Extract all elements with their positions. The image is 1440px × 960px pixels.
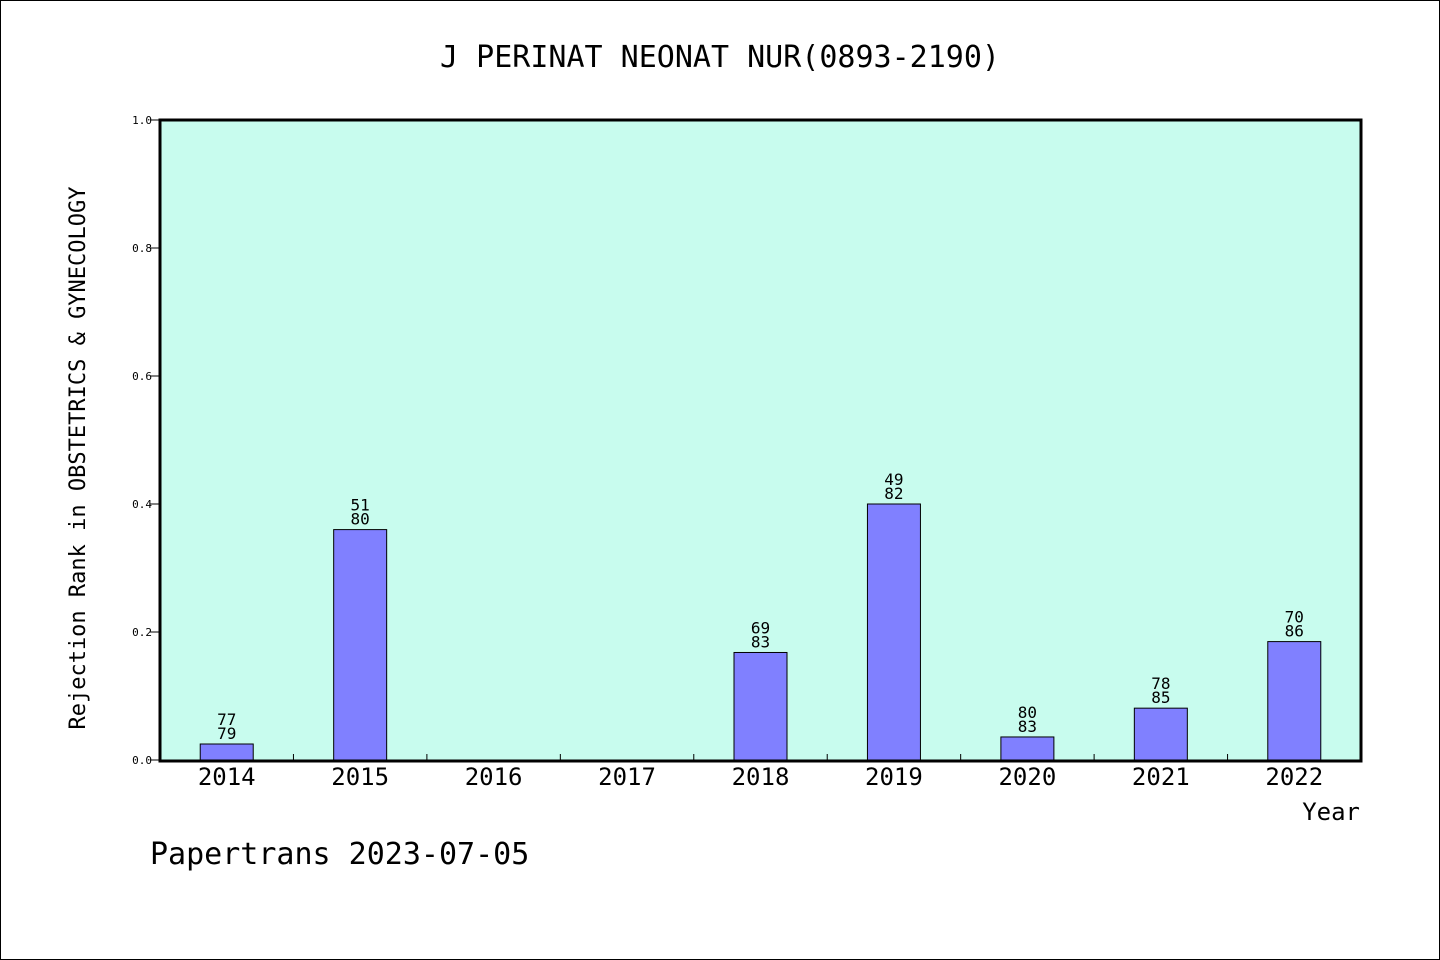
- bar-label-bottom: 79: [217, 724, 236, 743]
- bar-label-bottom: 85: [1151, 688, 1170, 707]
- bar: [1267, 641, 1322, 761]
- y-tick-label: 1.0: [132, 114, 152, 127]
- x-tick-label: 2019: [865, 763, 923, 791]
- footer-text: Papertrans 2023-07-05: [150, 837, 529, 872]
- bar-label-top: 51: [351, 496, 370, 515]
- x-tick-label: 2018: [732, 763, 790, 791]
- x-axis-label: Year: [1302, 798, 1360, 826]
- bar-label-top: 77: [217, 710, 236, 729]
- y-axis-label: Rejection Rank in OBSTETRICS & GYNECOLOG…: [66, 186, 91, 729]
- bar-label-top: 49: [884, 470, 903, 489]
- y-tick-label: 0.8: [132, 242, 152, 255]
- bar: [866, 503, 921, 761]
- x-tick-label: 2014: [198, 763, 256, 791]
- bar: [333, 529, 388, 761]
- bar: [199, 743, 254, 761]
- bar: [733, 651, 788, 761]
- bar-label-bottom: 86: [1285, 622, 1304, 641]
- y-tick-label: 0.6: [132, 370, 152, 383]
- y-axis-ticks: 0.0 0.2 0.4 0.6 0.8 1.0: [132, 114, 160, 767]
- bar-label-bottom: 82: [884, 484, 903, 503]
- x-tick-label: 2017: [598, 763, 656, 791]
- x-tick-label: 2021: [1132, 763, 1190, 791]
- y-tick-label: 0.0: [132, 754, 152, 767]
- x-tick-label: 2022: [1265, 763, 1323, 791]
- x-tick-label: 2015: [331, 763, 389, 791]
- bar-label-top: 69: [751, 618, 770, 637]
- chart-title: J PERINAT NEONAT NUR(0893-2190): [440, 40, 1000, 75]
- bar-label-bottom: 83: [751, 632, 770, 651]
- bar-label-bottom: 80: [351, 510, 370, 529]
- bar: [1133, 707, 1188, 761]
- bar-label-bottom: 83: [1018, 717, 1037, 736]
- bar-label-top: 80: [1018, 703, 1037, 722]
- bar-label-top: 78: [1151, 674, 1170, 693]
- bar: [1000, 736, 1055, 761]
- bar-label-top: 70: [1285, 608, 1304, 627]
- x-tick-label: 2020: [998, 763, 1056, 791]
- x-axis-ticks: 2014 2015 2016 2017 2018 2019 2020 2021 2022: [198, 754, 1323, 791]
- y-tick-label: 0.2: [132, 626, 152, 639]
- x-tick-label: 2016: [465, 763, 523, 791]
- bar-series: [199, 503, 1322, 761]
- y-tick-label: 0.4: [132, 498, 152, 511]
